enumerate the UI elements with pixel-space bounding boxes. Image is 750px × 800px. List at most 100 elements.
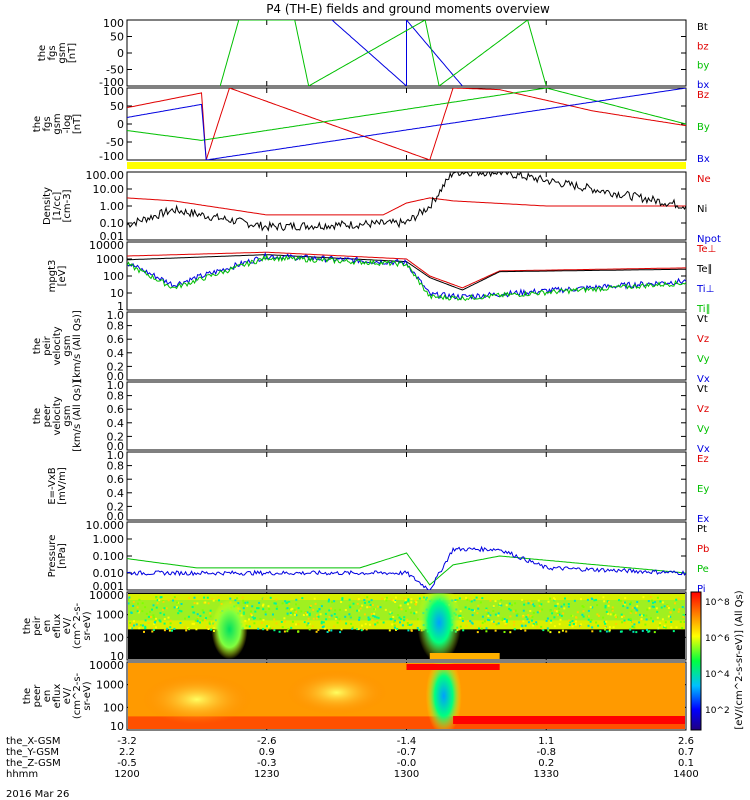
spectro-pixel [313, 597, 316, 600]
spectro-pixel [497, 622, 500, 625]
spectro-pixel [476, 612, 479, 615]
spectro-pixel [522, 609, 525, 612]
y-tick-label: 0 [117, 47, 124, 60]
spectro-pixel [262, 603, 265, 606]
spectro-pixel [461, 620, 464, 622]
spectro-pixel [579, 625, 582, 628]
spectro-pixel [642, 596, 645, 599]
y-axis-label: peir [32, 615, 43, 635]
spectro-pixel [295, 598, 298, 601]
spectro-pixel [407, 598, 410, 601]
spectro-pixel [253, 617, 256, 620]
spectro-pixel [196, 613, 199, 616]
spectro-pixel [289, 612, 292, 615]
spectro-pixel [138, 598, 141, 601]
y-axis-label: en [42, 620, 53, 633]
spectro-pixel [371, 618, 374, 621]
spectro-pixel [375, 616, 378, 619]
spectro-pixel [558, 611, 561, 614]
spectro-pixel [373, 608, 376, 611]
spectro-pixel [512, 610, 515, 613]
spectro-pixel [478, 627, 480, 630]
spectro-pixel [540, 603, 543, 606]
panel-frame [126, 311, 687, 381]
spectro-pixel [475, 596, 478, 599]
spectro-pixel [234, 599, 237, 602]
spectro-pixel [173, 627, 176, 630]
spectro-pixel [471, 614, 474, 617]
x-tick-label: -0.8 [536, 747, 556, 758]
spectro-pixel [520, 624, 523, 627]
y-tick-label: 0.6 [107, 473, 125, 486]
spectro-pixel [368, 618, 371, 621]
spectro-pixel [494, 629, 497, 632]
spectro-pixel [150, 616, 152, 618]
spectro-pixel [382, 621, 385, 624]
spectro-pixel [334, 609, 337, 612]
spectro-pixel [538, 604, 541, 607]
spectro-pixel [308, 612, 311, 615]
spectro-pixel [675, 598, 678, 601]
spectro-pixel [563, 607, 566, 610]
spectro-pixel [360, 629, 363, 632]
colorbar: 10^8 10^6 10^4 10^2 [eV/(cm^2-s-sr-eV)] (All… [690, 590, 745, 731]
spectro-pixel [481, 615, 484, 618]
spectro-pixel [322, 621, 325, 624]
spectro-pixel [415, 603, 417, 606]
legend-Npot: Npot [697, 234, 721, 245]
spectro-pixel [415, 601, 418, 604]
spectro-pixel [180, 603, 183, 605]
y-tick-label: 1000 [96, 679, 124, 692]
spectro-pixel [648, 607, 651, 610]
spectro-pixel [563, 603, 566, 606]
spectro-pixel [237, 602, 240, 605]
spectro-pixel [229, 597, 232, 600]
spectro-pixel [173, 606, 176, 609]
spectro-pixel [280, 620, 283, 623]
spectro-pixel [291, 620, 294, 623]
legend-Ez: Ez [697, 454, 709, 465]
y-tick-label: 0.8 [107, 460, 125, 473]
spectro-pixel [307, 617, 310, 620]
spectro-pixel [177, 612, 180, 615]
spectro-pixel [591, 630, 594, 633]
spectro-pixel [605, 620, 608, 623]
spectro-pixel [368, 606, 371, 608]
spectro-pixel [481, 597, 484, 600]
spectro-pixel [196, 620, 199, 623]
y-tick-label: 0.001 [93, 580, 125, 593]
y-tick-label: 0.0 [107, 440, 125, 453]
y-axis-label: eV/ [62, 617, 73, 634]
spectro-pixel [288, 602, 291, 605]
spectro-pixel [514, 609, 517, 612]
spectro-pixel [532, 611, 535, 614]
legend-Pe: Pe [697, 564, 709, 575]
y-tick-label: 0.4 [107, 487, 125, 500]
spectro-pixel [677, 610, 680, 613]
spectro-pixel [660, 606, 663, 609]
spectro-pixel [370, 613, 373, 615]
spectro-pixel [682, 615, 685, 618]
y-tick-label: 0.4 [107, 417, 125, 430]
spectro-pixel [639, 613, 642, 616]
spectro-pixel [308, 614, 311, 617]
spectro-pixel [684, 607, 685, 610]
spectro-pixel [334, 617, 337, 620]
spectro-pixel [132, 605, 135, 607]
spectro-pixel [290, 626, 293, 629]
y-tick-label: 100 [103, 701, 124, 714]
y-tick-label: 0.0 [107, 370, 125, 383]
spectro-pixel [627, 618, 630, 621]
spectro-pixel [330, 607, 332, 610]
spectro-pixel [328, 629, 331, 632]
spectro-pixel [301, 597, 304, 600]
spectro-pixel [147, 615, 150, 618]
y-tick-label: 10 [110, 650, 124, 663]
spectro-pixel [597, 624, 600, 627]
spectro-pixel [485, 627, 488, 630]
spectro-pixel [604, 628, 606, 631]
series-line-Ti⊥ [127, 251, 686, 300]
spectro-pixel [163, 613, 166, 616]
spectro-pixel [603, 625, 606, 628]
spectro-pixel [605, 610, 608, 613]
